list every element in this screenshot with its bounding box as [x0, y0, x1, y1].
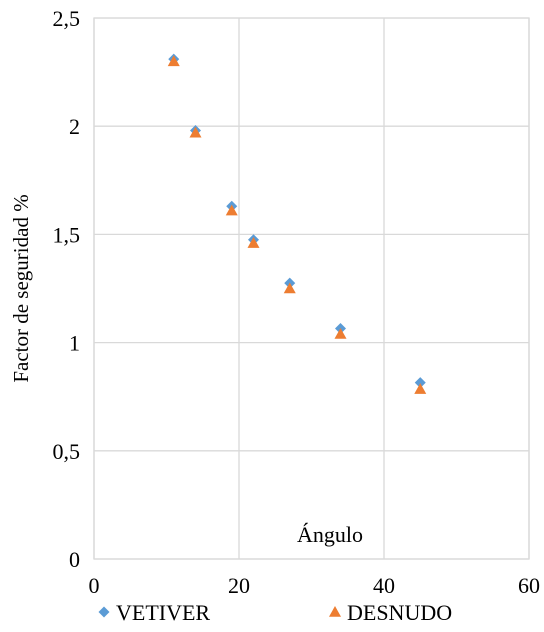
grid-lines [93, 17, 530, 560]
legend-item-desnudo: DESNUDO [329, 600, 452, 625]
y-tick-label: 2,5 [53, 6, 81, 31]
y-tick-label: 0,5 [53, 439, 81, 464]
series-desnudo [167, 55, 427, 394]
y-axis-ticks: 0 0,5 1 1,5 2 2,5 [53, 6, 81, 572]
legend-marker-desnudo [329, 606, 341, 617]
y-tick-label: 0 [69, 547, 80, 572]
data-point-desnudo [189, 126, 202, 138]
x-tick-label: 40 [373, 573, 395, 598]
data-point-desnudo [334, 327, 347, 339]
data-points [167, 53, 427, 394]
y-tick-label: 1,5 [53, 222, 81, 247]
legend-marker-vetiver [98, 606, 110, 618]
x-tick-label: 0 [89, 573, 100, 598]
data-point-vetiver [414, 377, 426, 389]
x-tick-label: 60 [518, 573, 540, 598]
legend-item-vetiver: VETIVER [98, 600, 210, 625]
y-axis-label: Factor de seguridad % [9, 194, 33, 382]
data-point-desnudo [225, 204, 238, 216]
y-tick-label: 1 [69, 331, 80, 356]
y-tick-label: 2 [69, 114, 80, 139]
legend: VETIVER DESNUDO [98, 600, 452, 625]
x-tick-label: 20 [228, 573, 250, 598]
series-vetiver [168, 53, 426, 389]
plot-area-border [93, 17, 530, 560]
x-axis-label: Ángulo [297, 522, 363, 547]
data-point-desnudo [414, 383, 427, 394]
data-point-desnudo [247, 237, 260, 248]
x-axis-ticks: 0 20 40 60 [89, 573, 541, 598]
data-point-desnudo [283, 282, 296, 294]
data-point-desnudo [167, 55, 180, 67]
legend-label-vetiver: VETIVER [116, 600, 210, 625]
legend-label-desnudo: DESNUDO [347, 600, 452, 625]
